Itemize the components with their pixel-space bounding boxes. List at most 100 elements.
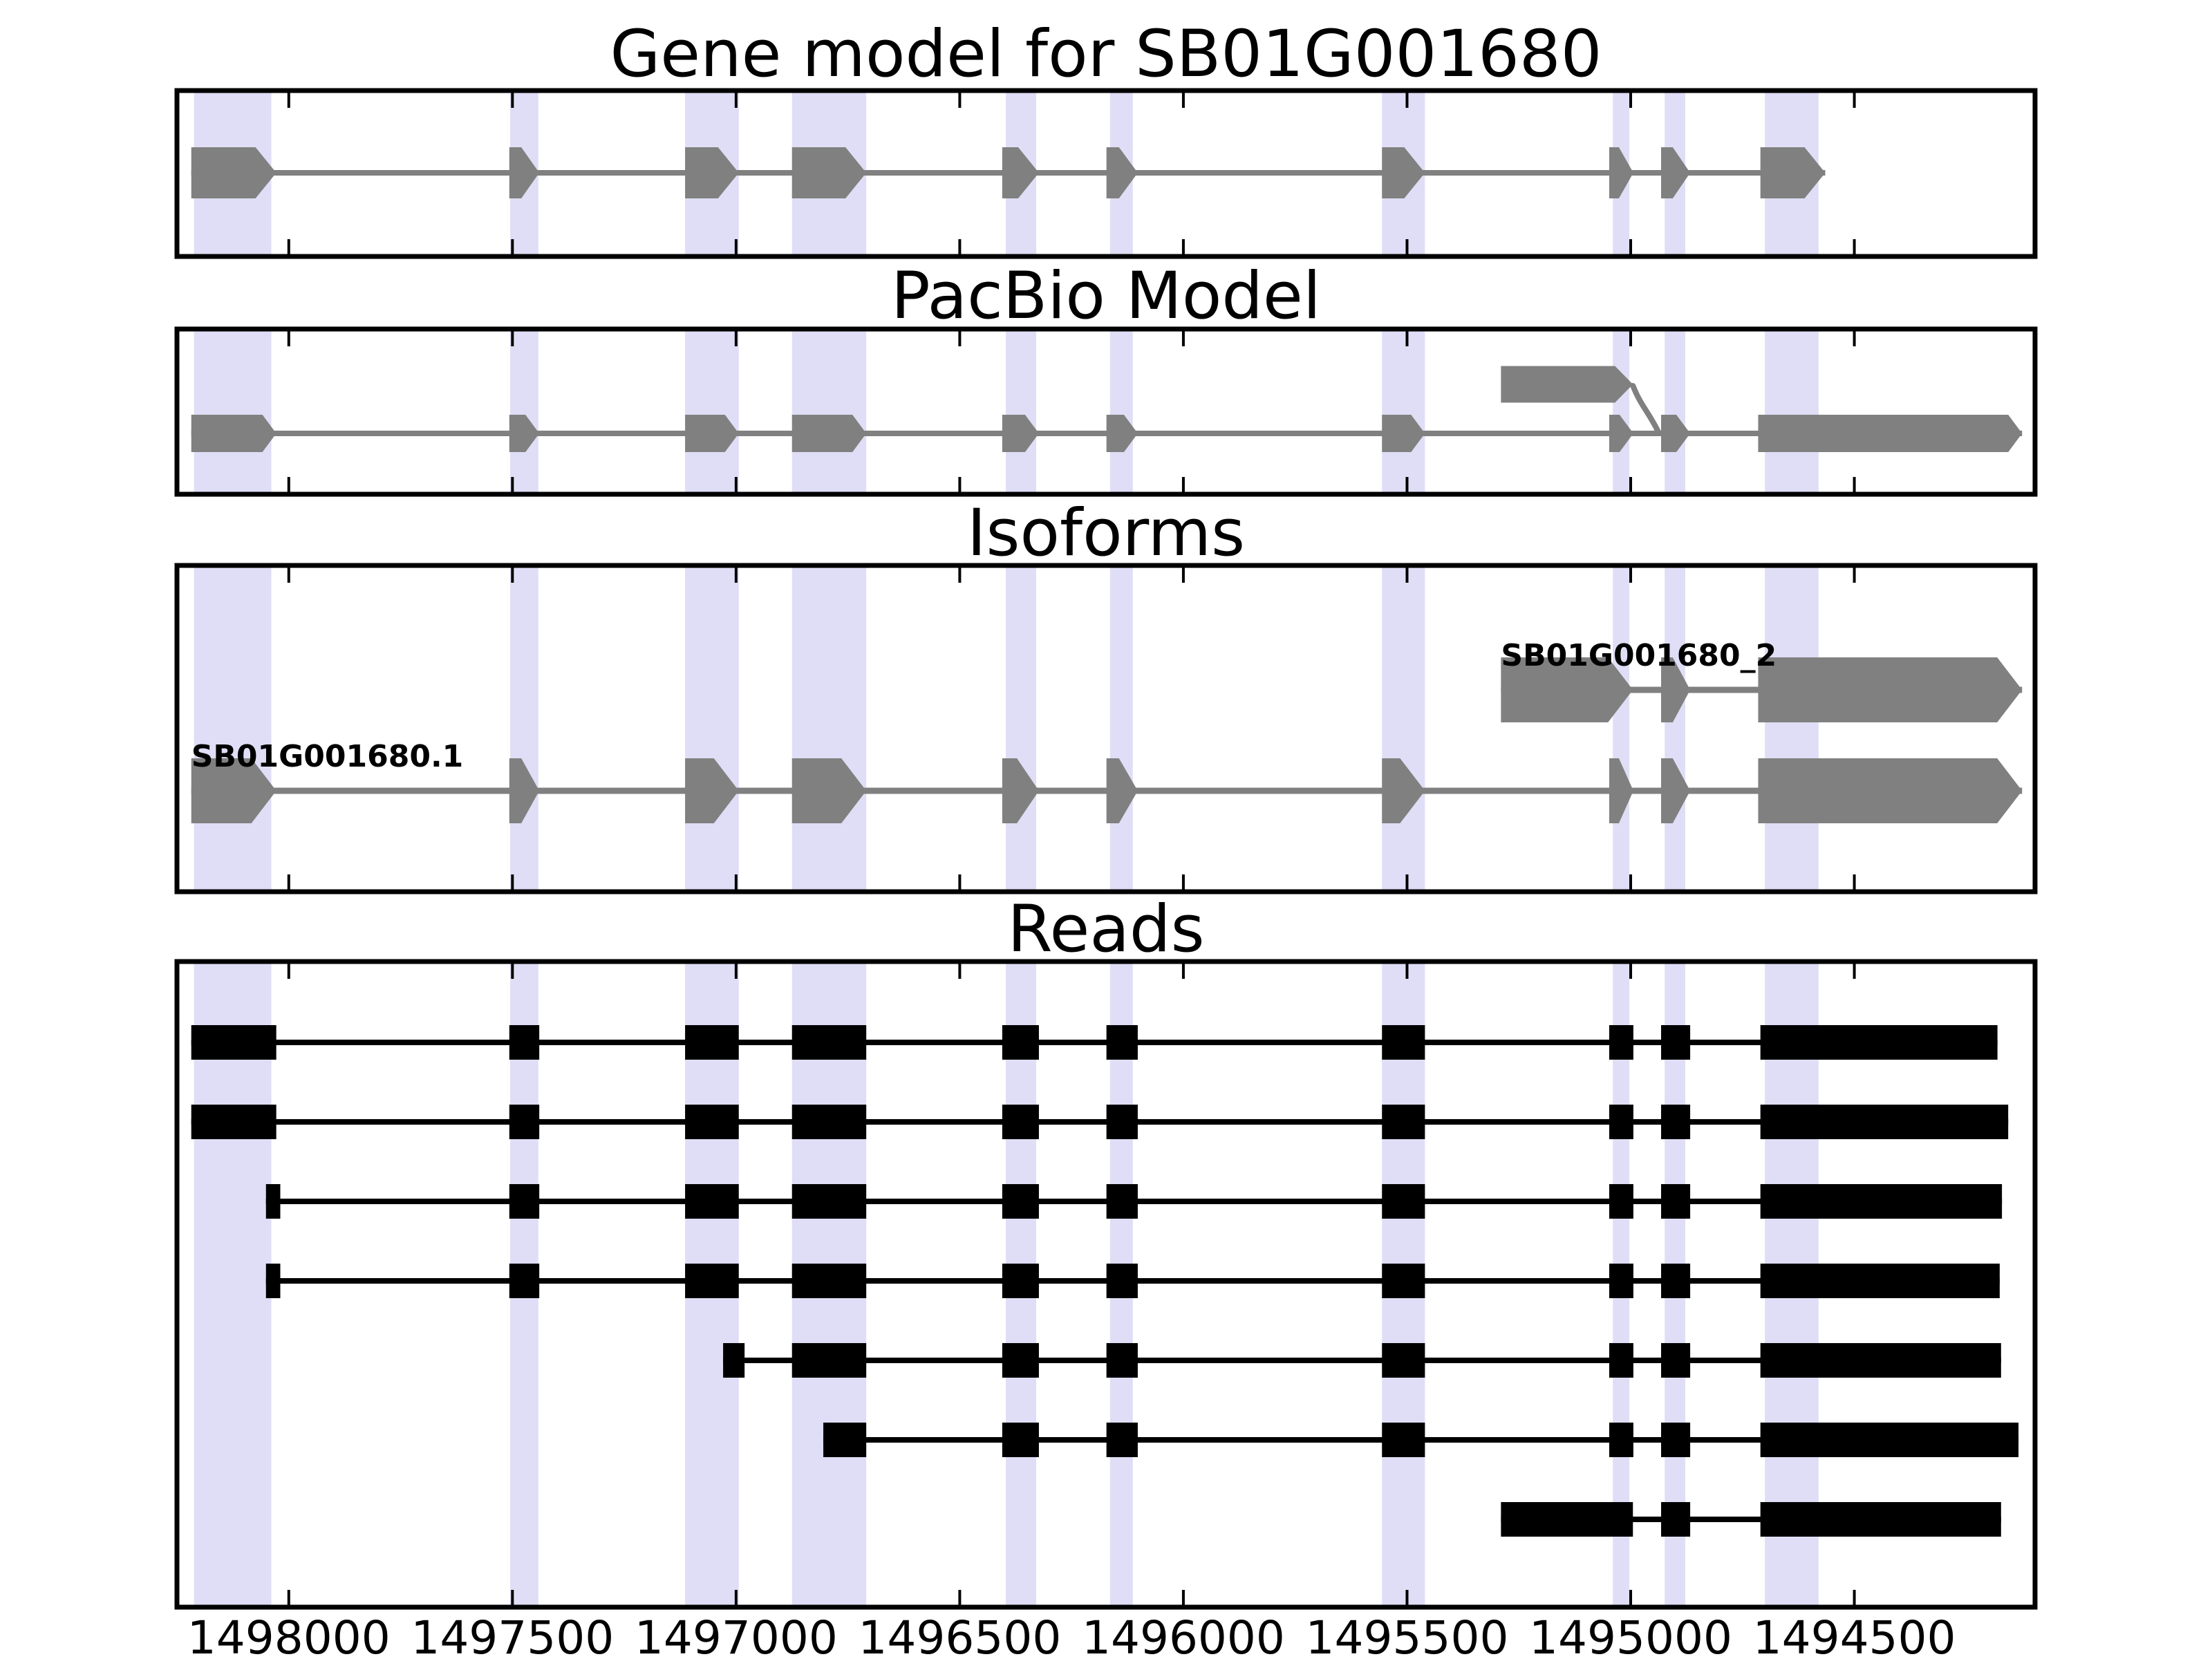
axis-tick-label: 1496000 [1082, 1611, 1285, 1659]
panel-border [174, 563, 2038, 894]
read-exon [191, 1105, 276, 1139]
read-exon [823, 1423, 867, 1457]
exon-highlight-band [1765, 568, 1819, 890]
exon-arrow [685, 147, 739, 198]
panel-reads [174, 959, 2038, 1610]
read-exon [685, 1184, 739, 1219]
read-row-read-3 [265, 1184, 2003, 1219]
read-exon [1382, 1423, 1425, 1457]
isoform-label: SB01G001680.1 [191, 739, 464, 774]
read-exon [685, 1025, 739, 1060]
read-exon [1661, 1184, 1691, 1219]
read-row-read-5 [723, 1343, 2001, 1378]
exon-arrow [1609, 147, 1633, 198]
read-exon [265, 1184, 281, 1219]
read-exon [1760, 1025, 1998, 1060]
exon-arrow [791, 758, 867, 823]
read-exon [1661, 1502, 1691, 1537]
read-exon [685, 1105, 739, 1139]
read-exon [1106, 1105, 1138, 1139]
exon-arrow [1501, 657, 1633, 722]
exon-arrow [509, 147, 540, 198]
read-exon [1661, 1343, 1691, 1378]
exon-arrow [191, 415, 276, 452]
read-exon [791, 1184, 867, 1219]
exon-arrow [1760, 147, 1826, 198]
axis-tick-label: 1495500 [1306, 1611, 1509, 1659]
read-exon [1661, 1423, 1691, 1457]
exon-arrow [791, 147, 867, 198]
transcript-SB01G001680.1: SB01G001680.1 [191, 739, 2023, 823]
axis-tick-label: 1497500 [411, 1611, 614, 1659]
read-exon [1106, 1423, 1138, 1457]
read-row-read-2 [191, 1105, 2009, 1139]
exon-highlight-band [685, 331, 739, 492]
read-exon [265, 1264, 281, 1298]
exon-arrow [1661, 657, 1691, 722]
read-exon [1760, 1423, 2019, 1457]
read-exon [509, 1105, 540, 1139]
read-exon [1002, 1025, 1039, 1060]
read-exon [509, 1025, 540, 1060]
read-exon [1661, 1025, 1691, 1060]
panel-title-reads: Reads [1007, 892, 1205, 967]
panel-title-isoforms: Isoforms [966, 496, 1246, 571]
exon-arrow [509, 758, 540, 823]
exon-arrow [685, 415, 739, 452]
exon-arrow [1661, 147, 1691, 198]
exon-highlight-band [1382, 331, 1425, 492]
exon-highlight-band [194, 964, 272, 1605]
spliced-exon-connector [1630, 383, 1662, 435]
exon-highlight-band [510, 568, 538, 890]
panel-gene-model [174, 88, 2038, 259]
read-exon [1760, 1264, 2000, 1298]
read-row-read-7 [1501, 1502, 2001, 1537]
panel-border [174, 88, 2038, 259]
exon-arrow [509, 415, 540, 452]
read-exon [1382, 1105, 1425, 1139]
read-exon [1760, 1105, 2009, 1139]
read-exon [1002, 1184, 1039, 1219]
read-exon [723, 1343, 745, 1378]
read-exon [1002, 1343, 1039, 1378]
read-exon [1609, 1025, 1633, 1060]
transcript-SB01G001680 [191, 147, 1826, 198]
read-exon [1609, 1264, 1633, 1298]
exon-highlight-band [1109, 331, 1133, 492]
panel-title-pacbio: PacBio Model [891, 259, 1321, 334]
exon-highlight-band [1613, 568, 1630, 890]
exon-highlight-band [1006, 568, 1037, 890]
exon-arrow [1382, 415, 1425, 452]
read-exon [1609, 1423, 1633, 1457]
read-exon [1661, 1105, 1691, 1139]
exon-arrow [1758, 657, 2023, 722]
exon-arrow [191, 758, 276, 823]
read-exon [1382, 1025, 1425, 1060]
read-exon [1760, 1343, 2001, 1378]
exon-arrow [1106, 147, 1138, 198]
read-exon [791, 1264, 867, 1298]
exon-arrow [1382, 147, 1425, 198]
read-exon [191, 1025, 276, 1060]
axis-tick-label: 1496500 [858, 1611, 1061, 1659]
read-exon [1661, 1264, 1691, 1298]
read-exon [791, 1343, 867, 1378]
panel-border [174, 959, 2038, 1610]
exon-arrow [791, 415, 867, 452]
exon-arrow [1758, 415, 2023, 452]
axis-tick-label: 1495000 [1529, 1611, 1732, 1659]
read-exon [1106, 1343, 1138, 1378]
read-exon [1609, 1343, 1633, 1378]
exon-highlight-band [1006, 331, 1037, 492]
read-exon [1106, 1184, 1138, 1219]
panel-border [174, 326, 2038, 497]
panel-isoforms: SB01G001680_2 SB01G001680.1 [174, 563, 2038, 894]
exon-arrow [1382, 758, 1425, 823]
exon-highlight-band [791, 331, 867, 492]
read-exon [1382, 1343, 1425, 1378]
exon-arrow [1002, 758, 1039, 823]
read-exon [685, 1264, 739, 1298]
exon-arrow [1661, 758, 1691, 823]
